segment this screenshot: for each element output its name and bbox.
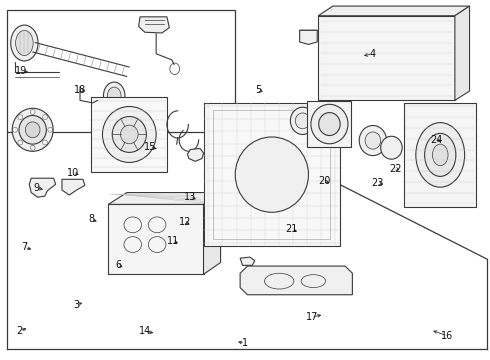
Text: 15: 15 [144,142,156,152]
Text: 4: 4 [370,49,376,59]
Ellipse shape [291,107,315,134]
Polygon shape [29,178,55,197]
Polygon shape [62,179,85,195]
Text: 2: 2 [16,325,23,336]
Text: 11: 11 [167,236,179,246]
Text: 12: 12 [179,217,192,227]
Ellipse shape [102,107,156,162]
Polygon shape [240,266,352,295]
Ellipse shape [107,87,121,104]
Ellipse shape [235,137,308,212]
Bar [404,103,476,207]
Ellipse shape [433,144,448,166]
Ellipse shape [19,116,47,144]
Text: 1: 1 [242,338,248,348]
Ellipse shape [416,123,465,187]
Ellipse shape [112,117,147,152]
Ellipse shape [311,104,348,144]
Ellipse shape [12,108,53,151]
Text: 16: 16 [441,331,454,341]
Text: 7: 7 [21,242,27,252]
Bar [91,97,167,172]
Bar [213,110,330,239]
Text: 23: 23 [371,178,384,188]
Bar [7,10,235,132]
Text: 22: 22 [389,163,402,174]
Polygon shape [108,193,220,204]
Polygon shape [455,6,469,100]
Bar [318,16,455,100]
Text: 10: 10 [67,168,79,178]
Ellipse shape [365,132,381,149]
Text: 17: 17 [306,312,318,322]
Text: 9: 9 [33,183,39,193]
Text: 13: 13 [184,192,196,202]
Text: 6: 6 [115,260,121,270]
Text: 5: 5 [255,85,261,95]
Polygon shape [187,148,203,161]
Text: 14: 14 [139,326,151,336]
Ellipse shape [103,82,125,109]
Ellipse shape [359,126,387,156]
Ellipse shape [425,134,456,176]
Polygon shape [203,193,220,274]
Ellipse shape [11,25,38,61]
Ellipse shape [25,122,40,138]
Text: 24: 24 [430,135,442,145]
Polygon shape [240,257,255,265]
Text: 3: 3 [74,300,80,310]
Bar [108,204,203,274]
Ellipse shape [318,113,340,135]
Polygon shape [300,30,317,44]
Ellipse shape [16,31,33,55]
Text: 19: 19 [15,66,27,76]
Ellipse shape [121,125,138,144]
Text: 18: 18 [74,85,86,95]
Bar [308,101,351,147]
Polygon shape [318,6,469,16]
Text: 8: 8 [88,215,94,224]
Ellipse shape [295,113,310,129]
Bar [203,103,340,246]
Ellipse shape [381,136,402,159]
Polygon shape [139,17,170,33]
Text: 20: 20 [318,176,330,186]
Text: 21: 21 [285,225,297,234]
